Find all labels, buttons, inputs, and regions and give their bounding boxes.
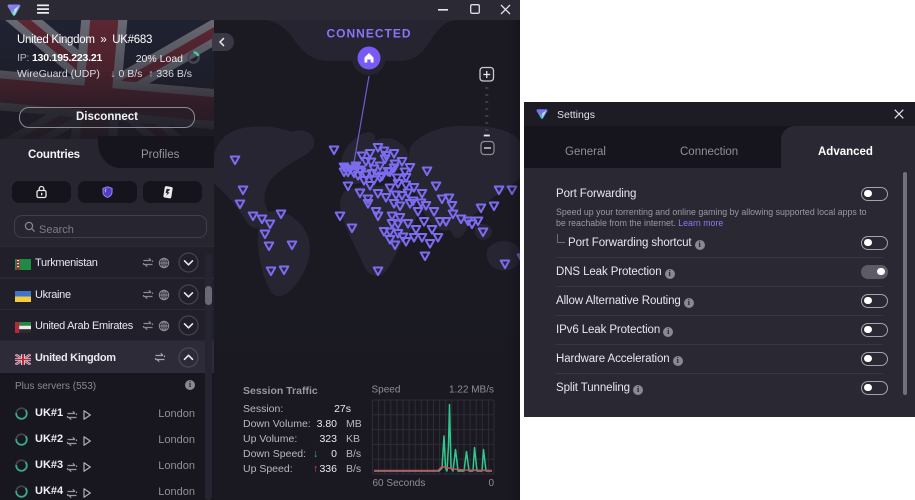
svg-text:60 Seconds: 60 Seconds (373, 478, 426, 489)
svg-text:0: 0 (331, 448, 337, 460)
svg-text:Down Volume:: Down Volume: (243, 418, 311, 430)
svg-text:MB: MB (346, 418, 362, 430)
svg-text:CONNECTED: CONNECTED (326, 27, 411, 41)
svg-text:Session Traffic: Session Traffic (243, 385, 318, 397)
svg-text:336: 336 (319, 463, 337, 475)
svg-text:0: 0 (488, 478, 494, 489)
svg-text:1.22 MB/s: 1.22 MB/s (449, 385, 494, 396)
svg-text:B/s: B/s (346, 463, 361, 475)
svg-text:Session:: Session: (243, 403, 283, 415)
svg-text:↑: ↑ (313, 463, 318, 475)
svg-text:Down Speed:: Down Speed: (243, 448, 306, 460)
svg-text:Up Volume:: Up Volume: (243, 433, 297, 445)
svg-text:3.80: 3.80 (317, 418, 338, 430)
svg-text:323: 323 (319, 433, 337, 445)
svg-text:B/s: B/s (346, 448, 361, 460)
svg-text:Speed: Speed (372, 385, 401, 396)
svg-text:Up Speed:: Up Speed: (243, 463, 293, 475)
svg-text:↓: ↓ (313, 448, 318, 460)
svg-text:KB: KB (346, 433, 360, 445)
svg-text:27s: 27s (334, 403, 351, 415)
